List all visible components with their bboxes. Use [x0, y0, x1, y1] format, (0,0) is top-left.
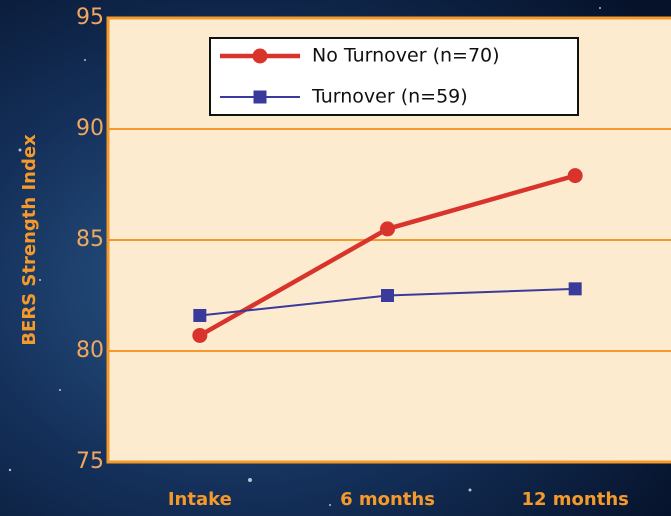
y-tick-label: 85: [76, 227, 104, 252]
stars: [8, 7, 601, 506]
x-tick-label: 6 months: [340, 489, 435, 510]
x-tick-label: 12 months: [521, 489, 628, 510]
y-axis-label: BERS Strength Index: [19, 134, 40, 346]
x-tick-label: Intake: [168, 489, 232, 510]
y-tick-label: 90: [76, 116, 104, 141]
point: [380, 221, 395, 237]
legend-box: [209, 37, 579, 116]
y-tick-label: 75: [76, 449, 104, 474]
legend-marker: [253, 90, 267, 104]
point: [567, 168, 583, 184]
point: [192, 327, 208, 343]
y-tick-label: 95: [76, 5, 104, 30]
point: [568, 282, 582, 296]
point: [193, 308, 207, 322]
legend-label: No Turnover (n=70): [312, 45, 500, 67]
legend-label: Turnover (n=59): [311, 86, 468, 108]
y-tick-label: 80: [76, 338, 104, 363]
point: [381, 289, 394, 302]
legend-marker: [252, 48, 268, 64]
